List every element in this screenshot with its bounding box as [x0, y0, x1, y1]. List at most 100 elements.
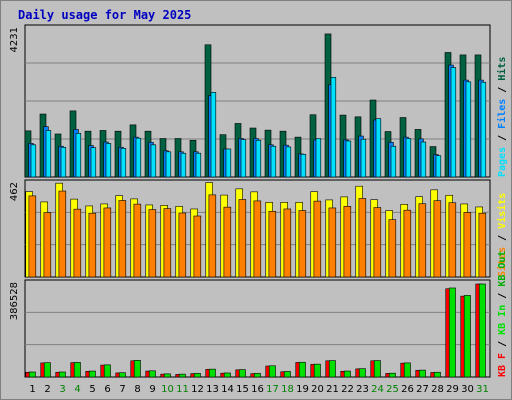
bar-pages-day-11 [180, 152, 187, 178]
x-tick-14: 14 [221, 384, 234, 395]
x-tick-20: 20 [311, 384, 324, 395]
bar-sites-day-20 [313, 200, 322, 278]
x-tick-22: 22 [341, 384, 354, 395]
panel-hits-files-pages [24, 24, 491, 178]
bar-sites-day-3 [58, 190, 67, 278]
panel-background [24, 279, 491, 378]
x-tick-1: 1 [29, 384, 35, 395]
bar-pages-day-25 [390, 145, 397, 178]
bar-kb-in-day-23 [358, 368, 366, 378]
bar-sites-day-13 [208, 194, 217, 278]
bar-kb-in-day-17 [268, 365, 276, 378]
bar-kb-in-day-22 [343, 370, 351, 378]
bar-kb-in-day-1 [28, 371, 36, 378]
bar-sites-day-26 [403, 209, 412, 278]
bar-kb-in-day-24 [373, 360, 381, 378]
bar-pages-day-19 [300, 153, 307, 178]
bar-pages-day-15 [240, 139, 247, 178]
bar-kb-in-day-8 [133, 360, 141, 378]
bar-kb-in-day-7 [118, 372, 126, 378]
legend-item-kb-in: KB In [497, 305, 508, 335]
bar-sites-day-22 [343, 206, 352, 278]
legend-middle: Sites / Visits [496, 193, 508, 277]
bar-pages-day-18 [285, 146, 292, 178]
bar-pages-day-23 [360, 138, 367, 178]
bar-sites-day-6 [103, 207, 112, 278]
y-max-label: 462 [9, 182, 20, 201]
bar-kb-in-day-18 [283, 371, 291, 378]
legend-item-files: Files [496, 99, 508, 129]
bar-kb-in-day-28 [433, 371, 441, 378]
x-tick-17: 17 [266, 384, 279, 395]
bar-pages-day-14 [225, 148, 232, 178]
bar-pages-day-10 [165, 151, 172, 178]
x-tick-7: 7 [119, 384, 125, 395]
bar-sites-day-5 [88, 212, 97, 278]
bar-pages-day-30 [465, 81, 472, 178]
x-tick-23: 23 [356, 384, 369, 395]
x-tick-25: 25 [386, 384, 399, 395]
x-tick-4: 4 [74, 384, 80, 395]
bar-pages-day-1 [30, 144, 37, 178]
x-tick-30: 30 [461, 384, 474, 395]
bar-pages-day-8 [135, 137, 142, 178]
panel-kb [24, 279, 491, 378]
chart-title: Daily usage for May 2025 [18, 8, 192, 22]
legend-item-sites: Sites [496, 247, 508, 277]
bar-pages-day-5 [90, 147, 97, 178]
x-tick-31: 31 [476, 384, 489, 395]
legend-bottom: KB F / KB In / KB Out [497, 251, 508, 377]
y-max-label: 386528 [9, 282, 20, 320]
bar-sites-day-28 [433, 200, 442, 278]
x-tick-11: 11 [176, 384, 189, 395]
x-tick-2: 2 [44, 384, 50, 395]
bar-kb-in-day-21 [328, 360, 336, 378]
bar-kb-in-day-6 [103, 364, 111, 378]
x-tick-12: 12 [191, 384, 204, 395]
bar-sites-day-15 [238, 199, 247, 278]
bar-sites-day-31 [478, 212, 487, 278]
bar-kb-in-day-10 [163, 373, 171, 378]
bar-kb-in-day-30 [463, 295, 471, 378]
bar-kb-in-day-20 [313, 363, 321, 378]
bar-pages-day-28 [435, 155, 442, 178]
bar-sites-day-2 [43, 212, 52, 278]
y-max-label: 4231 [9, 27, 20, 52]
panel-visits-sites [24, 179, 491, 278]
bar-pages-day-22 [345, 140, 352, 178]
bar-sites-day-9 [148, 209, 157, 278]
x-tick-5: 5 [89, 384, 95, 395]
bar-pages-day-17 [270, 145, 277, 178]
bar-sites-day-14 [223, 206, 232, 278]
legend-item-hits: Hits [496, 57, 508, 81]
bar-sites-day-12 [193, 215, 202, 278]
legend-item-pages: Pages [497, 147, 508, 177]
bar-kb-in-day-2 [43, 362, 51, 378]
x-tick-8: 8 [134, 384, 140, 395]
bar-sites-day-4 [73, 208, 82, 278]
bar-kb-in-day-27 [418, 369, 426, 378]
bar-pages-day-27 [420, 141, 427, 178]
bar-pages-day-31 [480, 81, 487, 178]
legend-item-kb-f: KB F [497, 353, 508, 377]
bar-sites-day-21 [328, 207, 337, 278]
bar-pages-day-12 [195, 152, 202, 178]
legend-top: Pages / Files / Hits [496, 57, 508, 177]
x-tick-16: 16 [251, 384, 264, 395]
legend-item-kb-out: KB Out [497, 251, 508, 287]
bar-pages-day-29 [450, 67, 457, 178]
bar-sites-day-7 [118, 200, 127, 278]
bar-pages-day-9 [150, 144, 157, 178]
bar-pages-day-26 [405, 138, 412, 178]
bar-sites-day-24 [373, 207, 382, 278]
bar-pages-day-7 [120, 148, 127, 178]
x-tick-6: 6 [104, 384, 110, 395]
x-tick-21: 21 [326, 384, 339, 395]
x-tick-3: 3 [59, 384, 65, 395]
bar-sites-day-16 [253, 200, 262, 278]
x-tick-19: 19 [296, 384, 309, 395]
bar-kb-in-day-5 [88, 370, 96, 378]
bar-sites-day-8 [133, 203, 142, 278]
x-tick-15: 15 [236, 384, 249, 395]
